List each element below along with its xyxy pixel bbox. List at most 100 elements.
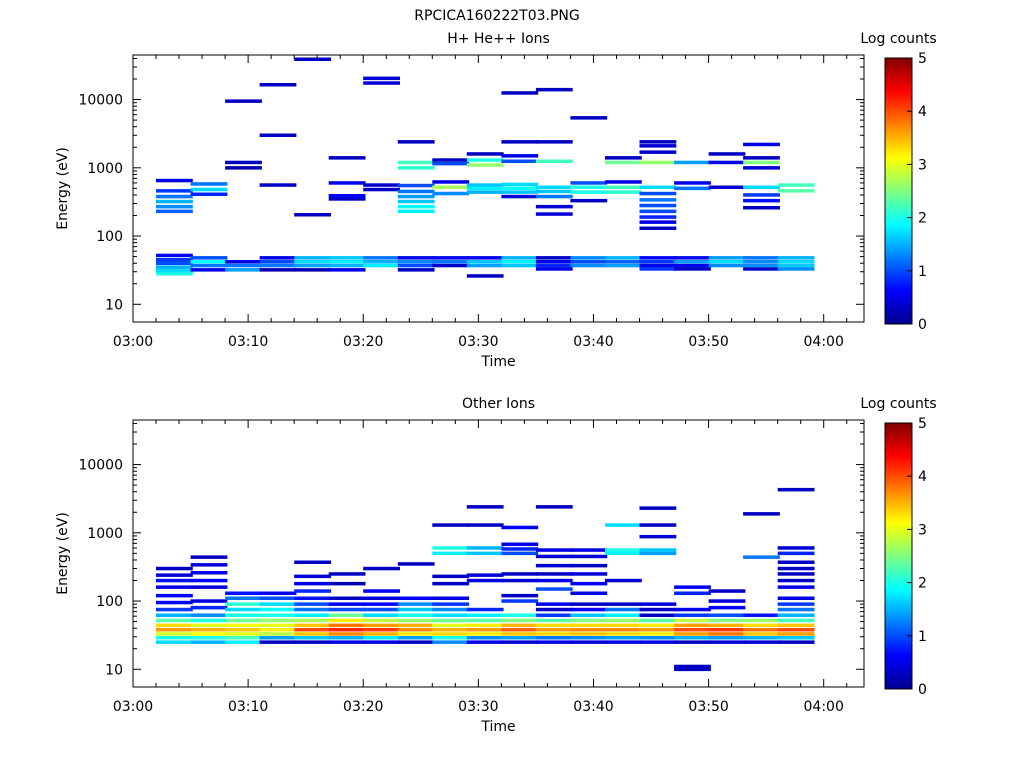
heatmap-cell [294, 623, 331, 628]
heatmap-cell [501, 551, 539, 556]
heatmap-cell [466, 263, 504, 268]
colorbar-tick-label: 0 [918, 682, 927, 698]
heatmap-cell [294, 632, 331, 636]
heatmap-cell [328, 623, 366, 628]
x-tick-label: 03:50 [688, 699, 728, 715]
heatmap-cell [535, 618, 573, 623]
heatmap-cell [743, 198, 780, 203]
heatmap-cell [743, 636, 780, 640]
heatmap-cell [328, 632, 366, 636]
heatmap-cell [501, 618, 539, 623]
heatmap-cell [432, 636, 470, 640]
heatmap-cell [674, 628, 711, 632]
heatmap-cell [397, 636, 435, 640]
heatmap-cell [777, 256, 815, 260]
heatmap-cell [639, 523, 677, 527]
heatmap-cell [605, 523, 642, 527]
heatmap-cell [777, 267, 815, 271]
heatmap-cell [225, 640, 262, 644]
heatmap-cell [432, 613, 470, 617]
heatmap-cell [639, 607, 677, 612]
heatmap-cell [397, 562, 435, 566]
heatmap-cell [432, 602, 470, 606]
heatmap-cell [156, 258, 193, 262]
heatmap-cell [397, 596, 435, 600]
heatmap-cell [605, 613, 642, 617]
heatmap-cell [570, 181, 608, 185]
heatmap-cell [639, 613, 677, 617]
heatmap-cell [294, 613, 331, 617]
heatmap-cell [570, 554, 608, 559]
heatmap-cell [294, 560, 331, 564]
heatmap-cell [605, 180, 642, 184]
heatmap-cell [466, 256, 504, 260]
heatmap-cell [363, 81, 400, 85]
x-tick-label: 03:40 [573, 334, 613, 350]
heatmap-cell [156, 613, 193, 617]
heatmap-cell [156, 628, 193, 632]
heatmap-cell [156, 566, 193, 571]
heatmap-cell [328, 194, 366, 198]
heatmap-cell [743, 193, 780, 197]
heatmap-cell [639, 623, 677, 628]
heatmap-cell [294, 256, 331, 260]
heatmap-cell [605, 256, 642, 260]
heatmap-cell [605, 628, 642, 632]
heatmap-cell [501, 599, 539, 603]
heatmap-cell [259, 632, 297, 636]
heatmap-cell [432, 161, 470, 166]
heatmap-cell [777, 560, 815, 564]
heatmap-cell [466, 505, 504, 509]
heatmap-cell [190, 628, 228, 632]
heatmap-cell [363, 632, 400, 636]
heatmap-cell [570, 613, 608, 617]
panel-title: H+ He++ Ions [447, 31, 550, 47]
heatmap-cell [570, 636, 608, 640]
heatmap-cell [674, 667, 711, 672]
heatmap-cell [397, 623, 435, 628]
heatmap-cell [605, 551, 642, 556]
heatmap-cell [294, 640, 331, 644]
colorbar: Log counts 0 1 2 3 4 5 [860, 31, 936, 333]
heatmap-cell [363, 187, 400, 192]
heatmap-cell [156, 607, 193, 612]
heatmap-cell [535, 189, 573, 194]
heatmap-cell [743, 267, 780, 271]
heatmap-cell [570, 256, 608, 260]
heatmap-cell [466, 158, 504, 162]
heatmap-cell [674, 636, 711, 640]
heatmap-cell [639, 185, 677, 189]
heatmap-cell [363, 607, 400, 612]
heatmap-cell [639, 203, 677, 208]
heatmap-cell [432, 607, 470, 612]
heatmap-cell [156, 178, 193, 183]
heatmap-cell [743, 185, 780, 189]
heatmap-cell [190, 578, 228, 583]
heatmap-cell [535, 613, 573, 617]
heatmap-cell [570, 185, 608, 189]
heatmap-cell [501, 525, 539, 530]
heatmap-cell [156, 585, 193, 589]
heatmap-cell [466, 523, 504, 527]
heatmap-cell [294, 607, 331, 612]
heatmap-cell [501, 623, 539, 628]
x-tick-label: 03:30 [458, 699, 498, 715]
heatmap-cell [777, 636, 815, 640]
heatmap-cell [432, 618, 470, 623]
heatmap-cell [535, 572, 573, 576]
heatmap-cell [639, 144, 677, 148]
heatmap-cell [259, 613, 297, 617]
x-tick-label: 03:00 [113, 699, 153, 715]
heatmap-cell [190, 605, 228, 610]
heatmap-cell [397, 204, 435, 209]
heatmap-cell [605, 260, 642, 264]
x-axis-label: Time [480, 719, 515, 735]
heatmap-cell [605, 578, 642, 583]
heatmap-cell [397, 256, 435, 260]
heatmap-cell [674, 664, 711, 669]
heatmap-cell [777, 183, 815, 187]
heatmap-cell [743, 260, 780, 264]
y-axis: 10 100 1000 10000 Energy (eV) [55, 422, 864, 678]
heatmap-cell [225, 268, 262, 272]
y-tick-label: 10000 [78, 458, 123, 474]
